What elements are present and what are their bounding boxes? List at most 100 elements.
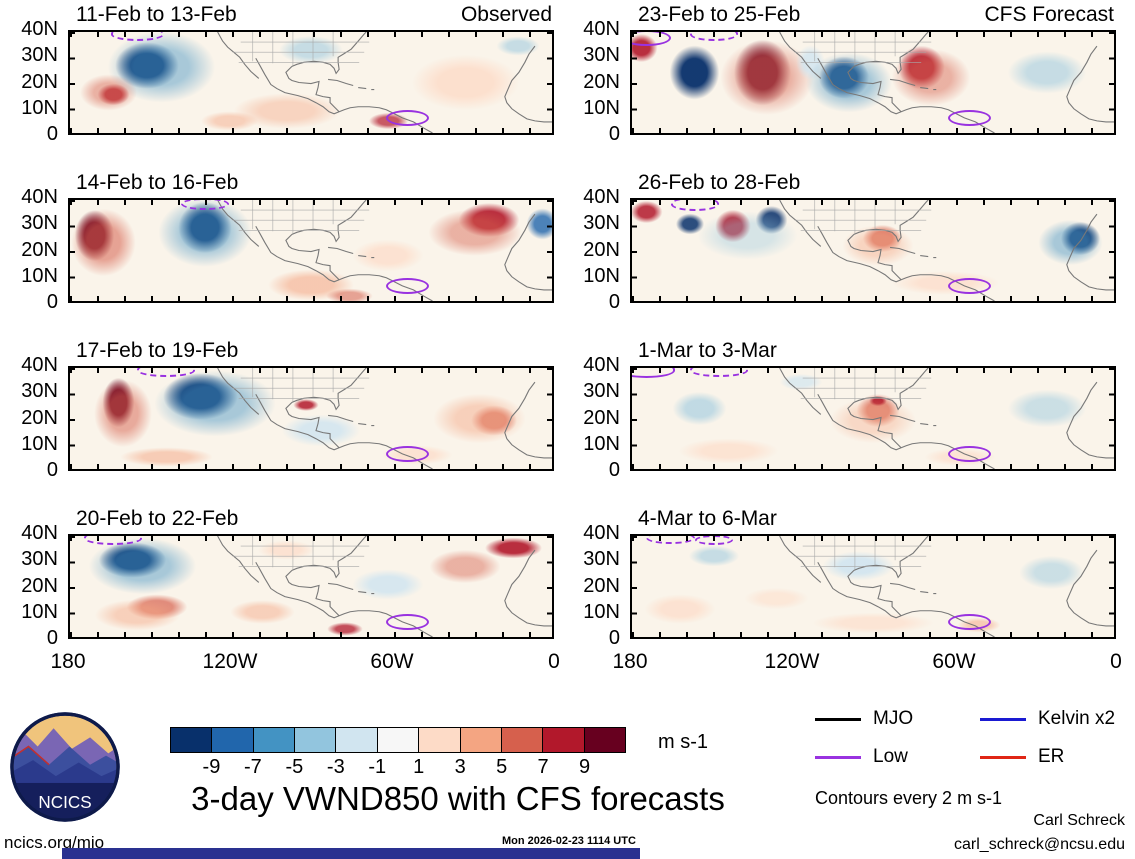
anomaly-blob	[520, 203, 552, 246]
axis-ticks	[632, 128, 1114, 133]
anomaly-blob	[750, 201, 794, 240]
panel-date-range: 11-Feb to 13-Feb	[76, 3, 237, 26]
lat-tick-label: 30N	[583, 380, 620, 403]
anomaly-blob	[339, 234, 437, 277]
panel-date-range: 4-Mar to 6-Mar	[638, 507, 777, 530]
axis-ticks	[547, 32, 552, 133]
anomaly-blob	[84, 368, 162, 459]
anomaly-map	[68, 30, 554, 135]
anomaly-map	[630, 198, 1116, 303]
lat-tick-label: 40N	[583, 18, 620, 41]
lat-tick-label: 30N	[21, 212, 58, 235]
lat-axis-labels: 40N 30N 20N 10N 0	[16, 354, 64, 481]
colorbar-cell	[295, 728, 337, 752]
colorbar-tick-label: 7	[537, 756, 549, 778]
colorbar-units-label: m s-1	[658, 731, 708, 753]
lat-tick-label: 20N	[21, 70, 58, 93]
lat-tick-label: 30N	[583, 212, 620, 235]
axis-ticks	[70, 128, 552, 133]
anomaly-blob	[709, 204, 758, 249]
panel-title: 17-Feb to 19-Feb	[68, 339, 554, 363]
ncics-logo-text: NCICS	[38, 793, 91, 812]
lat-tick-label: 10N	[583, 96, 620, 119]
lat-tick-label: 40N	[21, 186, 58, 209]
anomaly-blob	[810, 49, 878, 106]
panel-column-label: CFS Forecast	[984, 3, 1114, 26]
legend-line-mjo	[815, 717, 861, 721]
lat-tick-label: 40N	[583, 522, 620, 545]
anomaly-field	[70, 368, 552, 469]
footer-site-url: ncics.org/mjo	[4, 833, 105, 852]
lon-tick-label: 180	[50, 650, 86, 673]
anomaly-blob	[733, 584, 820, 613]
colorbar-cell	[171, 728, 213, 752]
legend-line-er	[980, 755, 1026, 759]
lat-tick-label: 0	[608, 123, 620, 146]
axis-ticks	[632, 296, 1114, 301]
lat-tick-label: 30N	[583, 548, 620, 571]
lat-tick-label: 20N	[21, 574, 58, 597]
anomaly-blob	[462, 400, 526, 441]
wave-contour	[670, 200, 719, 211]
lat-tick-label: 0	[608, 291, 620, 314]
legend-label: Kelvin x2	[1038, 708, 1116, 729]
lat-axis-labels: 40N 30N 20N 10N 0	[578, 522, 626, 649]
axis-ticks	[70, 32, 552, 37]
anomaly-map	[630, 534, 1116, 639]
anomaly-field	[70, 200, 552, 301]
axis-ticks	[70, 464, 552, 469]
anomaly-blob	[214, 86, 360, 133]
lon-axis-labels-right: 180 120W 60W 0	[612, 648, 1121, 674]
axis-ticks	[1109, 32, 1114, 133]
panel-title: 20-Feb to 22-Feb	[68, 507, 554, 531]
anomaly-blob	[149, 368, 251, 428]
axis-ticks	[1109, 368, 1114, 469]
coastline-overlay	[779, 536, 1114, 637]
axis-ticks	[547, 368, 552, 469]
lat-tick-label: 10N	[21, 600, 58, 623]
panel-date-range: 23-Feb to 25-Feb	[638, 3, 801, 26]
map-panel-block: 26-Feb to 28-Feb 40N 30N 20N 10N 0	[583, 171, 1116, 313]
anomaly-blob	[339, 564, 437, 605]
lat-tick-label: 10N	[21, 264, 58, 287]
low-contour	[385, 277, 430, 294]
anomaly-field	[632, 200, 1114, 301]
colorbar-tick-label: 9	[578, 756, 591, 778]
low-contour	[385, 613, 430, 630]
colorbar-cell	[419, 728, 461, 752]
axis-ticks	[70, 632, 552, 637]
anomaly-blob	[680, 203, 816, 268]
axis-ticks	[70, 32, 75, 133]
anomaly-blob	[142, 200, 268, 279]
colorbar-tick-label: 3	[454, 756, 466, 778]
lat-tick-label: 20N	[21, 238, 58, 261]
coastline-overlay	[217, 200, 552, 301]
legend-item: ER	[980, 746, 1130, 768]
lat-tick-label: 10N	[21, 96, 58, 119]
axis-ticks	[632, 464, 1114, 469]
colorbar-cell	[460, 728, 502, 752]
anomaly-blob	[267, 32, 355, 70]
colorbar-tick-label: -9	[202, 756, 221, 778]
panel-title: 1-Mar to 3-Mar	[630, 339, 1116, 363]
lon-tick-label: 0	[1110, 650, 1122, 673]
map-panel-block: 20-Feb to 22-Feb 40N 30N 20N 10N 0	[21, 507, 554, 649]
colorbar-cell	[336, 728, 378, 752]
colorbar-cells	[170, 727, 626, 753]
coastline-overlay	[779, 200, 1114, 301]
anomaly-blob	[91, 80, 136, 109]
coastline-overlay	[217, 32, 552, 133]
lat-tick-label: 10N	[583, 432, 620, 455]
lat-tick-label: 20N	[583, 574, 620, 597]
axis-ticks	[70, 536, 75, 637]
lon-tick-label: 120W	[202, 650, 258, 673]
low-contour	[385, 445, 430, 462]
legend-line-kelvin-x2	[980, 717, 1026, 721]
low-contour	[947, 109, 992, 126]
lat-tick-label: 10N	[583, 600, 620, 623]
colorbar-cell	[543, 728, 585, 752]
axis-ticks	[70, 536, 552, 541]
panel-title: 23-Feb to 25-Feb CFS Forecast	[630, 3, 1116, 27]
anomaly-blob	[993, 44, 1100, 101]
